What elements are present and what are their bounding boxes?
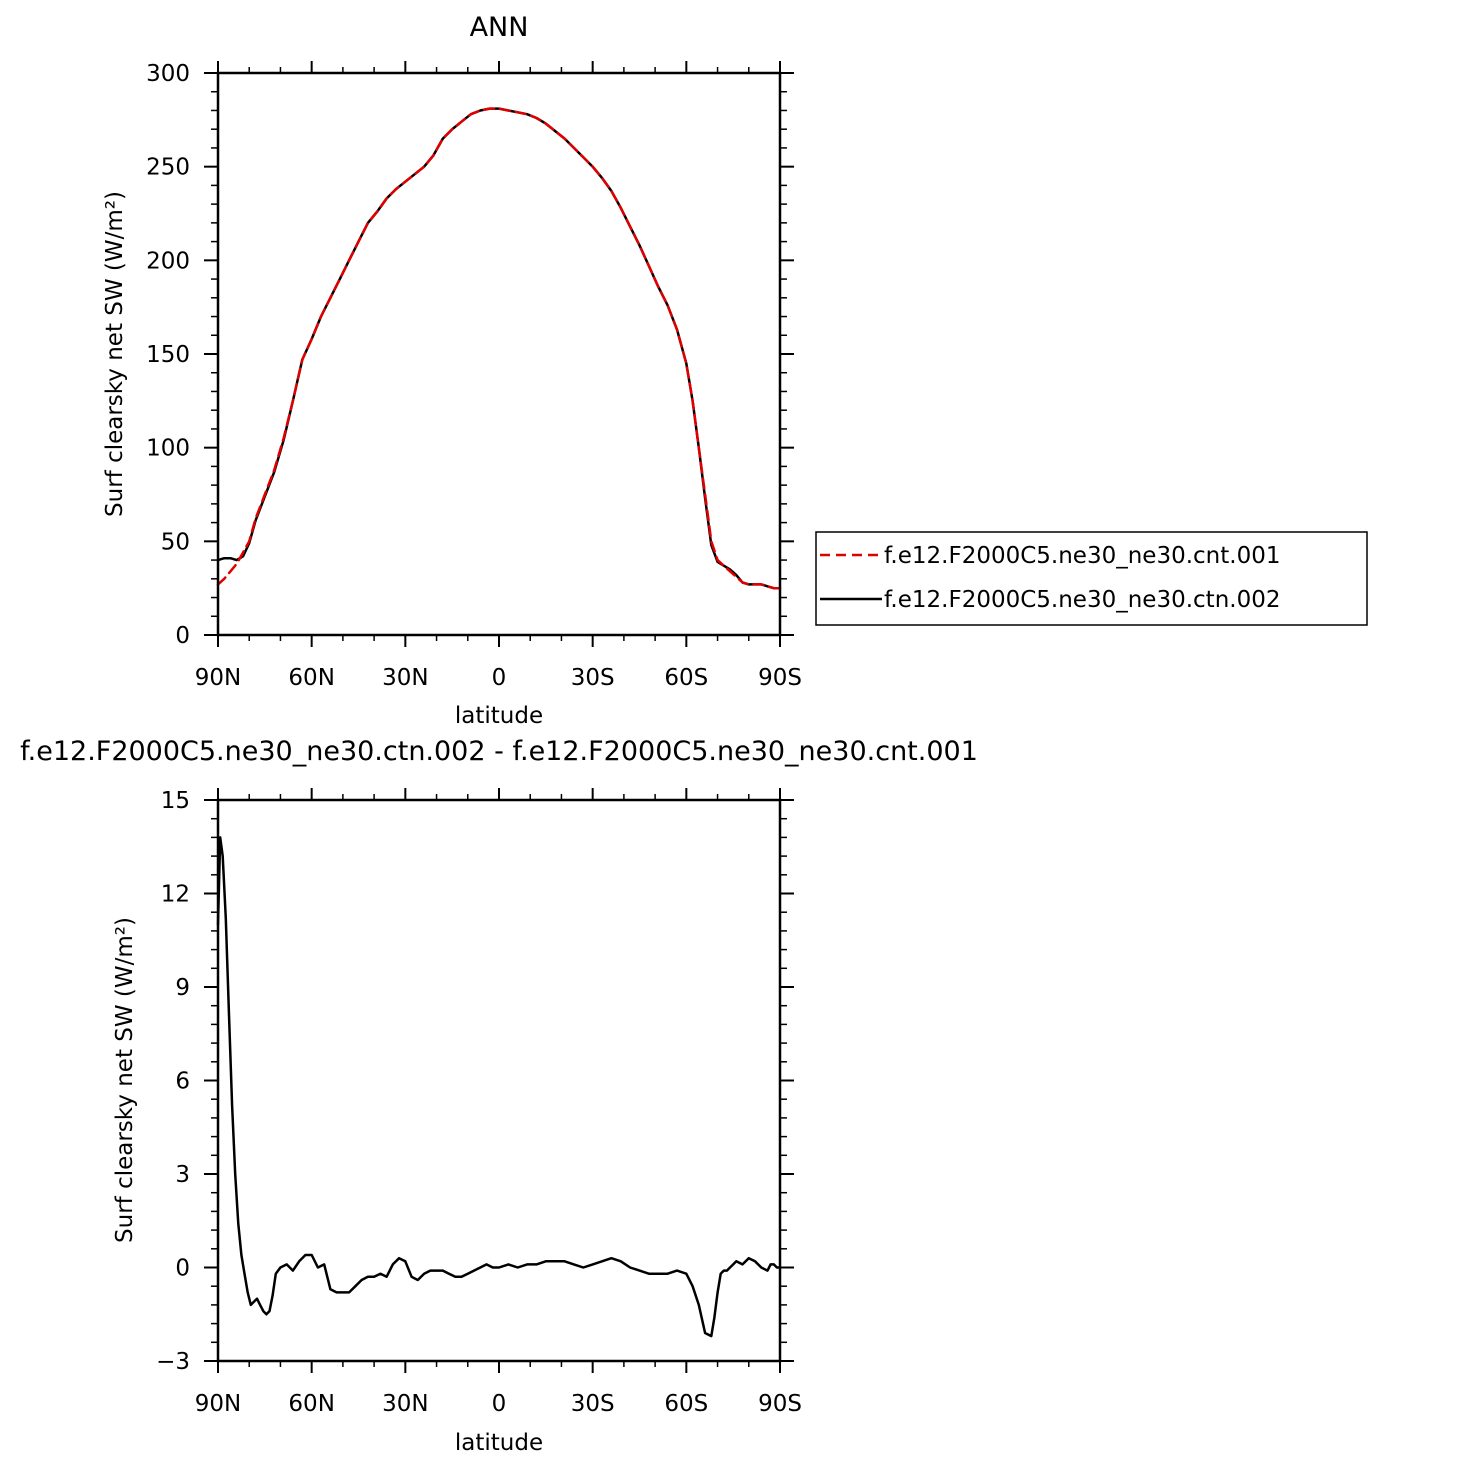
top-chart-title: ANN (470, 12, 529, 43)
top-x-tick-label: 60S (664, 665, 708, 691)
bottom-x-tick-label: 90N (195, 1391, 241, 1417)
bottom-y-tick-label: 6 (175, 1069, 190, 1095)
bottom-panel: f.e12.F2000C5.ne30_ne30.ctn.002 - f.e12.… (20, 736, 978, 1456)
bottom-y-tick-label: −3 (156, 1349, 190, 1375)
top-panel: ANN Surf clearsky net SW (W/m²) latitude… (102, 12, 802, 729)
bottom-series-line-0 (216, 836, 782, 1338)
top-y-tick-label: 250 (146, 155, 190, 181)
legend-label-ctn002: f.e12.F2000C5.ne30_ne30.ctn.002 (884, 587, 1280, 613)
bottom-y-axis-label: Surf clearsky net SW (W/m²) (112, 917, 138, 1243)
top-y-tick-label: 50 (161, 529, 190, 555)
bottom-chart-title: f.e12.F2000C5.ne30_ne30.ctn.002 - f.e12.… (20, 736, 978, 767)
top-y-tick-label: 300 (146, 61, 190, 87)
top-x-tick-label: 60N (288, 665, 334, 691)
top-x-tick-label: 90N (195, 665, 241, 691)
bottom-x-tick-label: 60S (664, 1391, 708, 1417)
top-y-tick-label: 0 (175, 623, 190, 649)
bottom-y-tick-label: 9 (175, 975, 190, 1001)
top-x-tick-label: 90S (758, 665, 802, 691)
bottom-x-tick-label: 30N (382, 1391, 428, 1417)
bottom-x-tick-label: 0 (492, 1391, 507, 1417)
bottom-y-tick-label: 0 (175, 1256, 190, 1282)
top-x-axis-label: latitude (455, 703, 543, 729)
bottom-plot-frame (216, 798, 782, 1363)
legend-box (815, 531, 1368, 626)
bottom-x-tick-label: 30S (571, 1391, 615, 1417)
top-x-tick-label: 0 (492, 665, 507, 691)
top-y-tick-label: 200 (146, 248, 190, 274)
bottom-x-axis-label: latitude (455, 1430, 543, 1456)
top-y-axis-label: Surf clearsky net SW (W/m²) (102, 191, 128, 517)
bottom-y-tick-label: 12 (161, 882, 190, 908)
top-series-line-0 (216, 107, 782, 590)
legend: f.e12.F2000C5.ne30_ne30.cnt.001 f.e12.F2… (815, 531, 1368, 626)
top-x-tick-label: 30S (571, 665, 615, 691)
bottom-x-tick-label: 90S (758, 1391, 802, 1417)
bottom-x-tick-label: 60N (288, 1391, 334, 1417)
top-series-line-1 (216, 107, 782, 590)
top-ticks: 90N 60N 30N 0 30S 60S 90S 0 50 100 150 200 250 300 (146, 61, 802, 691)
top-y-tick-label: 150 (146, 342, 190, 368)
top-y-tick-label: 100 (146, 436, 190, 462)
bottom-y-tick-label: 3 (175, 1162, 190, 1188)
top-x-tick-label: 30N (382, 665, 428, 691)
top-series-group (216, 107, 782, 590)
legend-label-cnt001: f.e12.F2000C5.ne30_ne30.cnt.001 (884, 543, 1280, 569)
bottom-ticks: 90N 60N 30N 0 30S 60S 90S −3 0 3 6 9 12 15 (156, 788, 802, 1417)
top-plot-frame (216, 71, 782, 637)
bottom-y-tick-label: 15 (161, 788, 190, 814)
bottom-series-group (216, 836, 782, 1338)
